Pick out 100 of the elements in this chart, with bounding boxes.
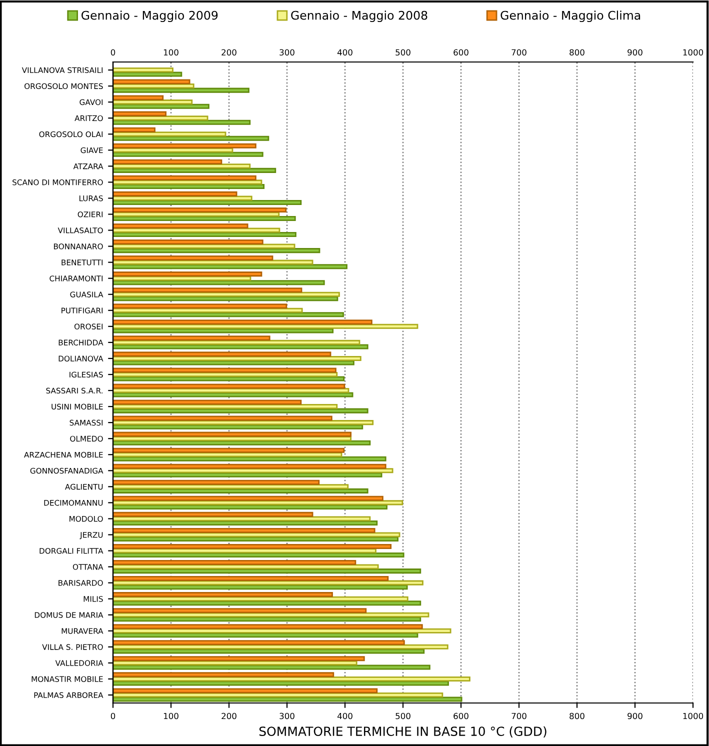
- x-tick-label: 500: [396, 49, 410, 56]
- x2-tick-label: 300: [280, 712, 294, 720]
- bar: [113, 104, 210, 109]
- bar: [113, 548, 376, 554]
- bar: [113, 432, 352, 437]
- bar: [113, 676, 470, 682]
- bar: [113, 372, 338, 377]
- bar: [113, 596, 408, 602]
- bar: [113, 127, 156, 132]
- bar: [113, 544, 392, 549]
- x-axis-title: SOMMATORIE TERMICHE IN BASE 10 °C (GDD): [259, 726, 546, 738]
- bar: [113, 244, 296, 249]
- x-tick-label: 800: [570, 49, 584, 56]
- bar: [113, 168, 276, 173]
- x-tick-label: 0: [110, 49, 116, 56]
- x2-tick-label: 400: [337, 712, 352, 720]
- legend-label: Gennaio - Maggio 2009: [82, 10, 218, 22]
- bar: [113, 68, 174, 73]
- bar: [113, 72, 182, 77]
- bar: [113, 304, 288, 309]
- x2-tick-label: 700: [512, 712, 526, 720]
- bar: [113, 416, 332, 421]
- bar: [113, 656, 365, 662]
- bar: [113, 292, 340, 297]
- bar: [113, 223, 248, 228]
- bar: [113, 240, 264, 245]
- bar: [113, 528, 376, 533]
- bar: [113, 512, 314, 517]
- bar: [113, 672, 334, 678]
- bar: [113, 352, 332, 357]
- bar: [113, 440, 371, 446]
- bar: [113, 256, 274, 261]
- bar: [113, 95, 164, 100]
- bar: [113, 159, 222, 164]
- bar: [113, 660, 358, 666]
- bar: [113, 628, 452, 634]
- bar: [113, 464, 386, 469]
- bar: [113, 608, 367, 614]
- bar: [113, 132, 226, 137]
- bar: [113, 272, 262, 277]
- legend-label: Gennaio - Maggio Clima: [500, 10, 640, 22]
- legend-label: Gennaio - Maggio 2008: [291, 10, 428, 22]
- bar: [113, 336, 270, 341]
- bar: [113, 580, 424, 586]
- bar: [113, 320, 372, 325]
- bar: [113, 448, 345, 453]
- bar: [113, 388, 350, 394]
- bar: [113, 424, 364, 430]
- bar: [113, 692, 444, 698]
- bar: [113, 356, 362, 361]
- x-tick-label: 900: [628, 49, 642, 56]
- bar: [113, 368, 336, 373]
- bar: [113, 496, 384, 501]
- bar: [113, 136, 270, 141]
- x-tick-label: 200: [222, 49, 236, 56]
- bar: [113, 143, 256, 148]
- x-tick-label: 1000: [683, 49, 704, 56]
- x2-tick-label: 500: [396, 712, 410, 720]
- bar: [113, 216, 296, 222]
- bar: [113, 520, 378, 526]
- x2-tick-label: 800: [570, 712, 584, 720]
- bar: [113, 504, 388, 510]
- bar: [113, 456, 386, 462]
- x-tick-label: 400: [337, 49, 352, 56]
- bar: [113, 392, 354, 398]
- x2-tick-label: 100: [164, 712, 178, 720]
- x-tick-label: 100: [164, 49, 178, 56]
- bar: [113, 564, 379, 570]
- bar: [113, 576, 389, 582]
- bar: [113, 560, 356, 566]
- bar: [113, 536, 398, 542]
- bar: [113, 400, 302, 405]
- bar: [113, 488, 368, 494]
- bar: [113, 120, 251, 125]
- bar: [113, 340, 360, 345]
- bar: [113, 612, 430, 618]
- bar: [113, 644, 448, 650]
- x-tick-label: 300: [280, 49, 294, 56]
- bar: [113, 184, 264, 189]
- bar: [113, 111, 166, 116]
- bar: [113, 696, 462, 702]
- bar: [113, 376, 345, 382]
- bar: [113, 288, 302, 293]
- x2-tick-label: 1000: [683, 712, 704, 720]
- bar: [113, 592, 333, 598]
- bar: [113, 324, 418, 329]
- bar: [113, 408, 368, 414]
- x2-tick-label: 900: [628, 712, 642, 720]
- x2-tick-label: 200: [222, 712, 236, 720]
- x-tick-label: 600: [454, 49, 468, 56]
- bar: [113, 472, 382, 478]
- bar: [113, 480, 320, 485]
- bar: [113, 308, 303, 313]
- bar: [113, 79, 190, 84]
- bar: [113, 175, 256, 180]
- bar: [113, 200, 302, 205]
- bar: [113, 88, 250, 93]
- bar: [113, 191, 238, 196]
- x-tick-label: 700: [512, 49, 526, 56]
- bar: [113, 640, 405, 646]
